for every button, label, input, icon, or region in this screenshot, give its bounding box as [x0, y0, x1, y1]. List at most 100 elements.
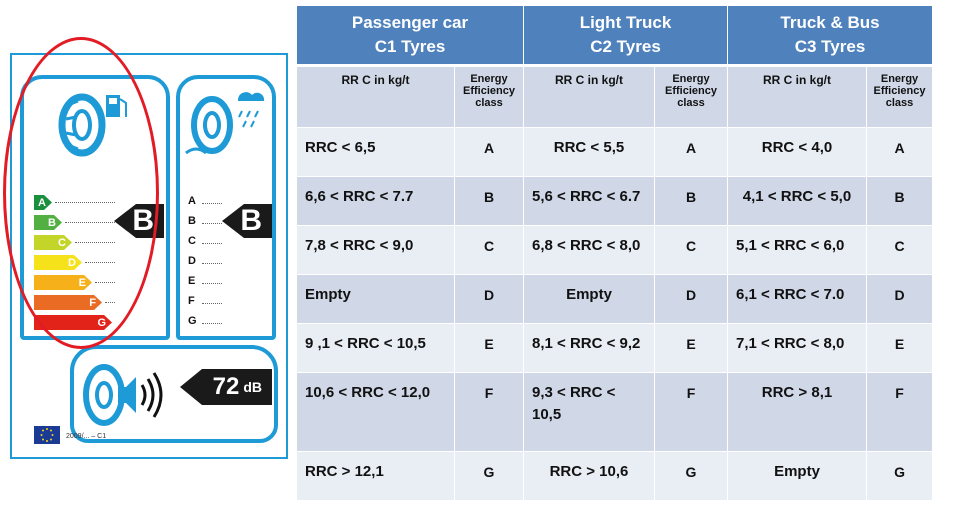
c1-class: F [454, 372, 524, 452]
table-row: 7,8 < RRC < 9,0 C 6,8 < RRC < 8,0 C 5,1 … [296, 225, 934, 275]
dotted-leader [202, 243, 222, 244]
c3-class: E [865, 323, 934, 373]
wet-grade-letter: D [188, 255, 196, 267]
dotted-leader [55, 202, 115, 203]
dotted-leader [202, 283, 222, 284]
subheader-energy-class: Energy Efficiency class [865, 65, 934, 128]
dotted-leader [65, 222, 115, 223]
c2-class: G [654, 450, 728, 502]
subheader-energy-l2: Efficiency [873, 85, 926, 97]
tyre-sound-icon [83, 364, 163, 426]
fuel-grade-row: G [34, 314, 115, 331]
subheader-energy-l1: Energy [672, 73, 710, 85]
fuel-grade-row: A [34, 194, 115, 211]
c2-rrc-range: 8,1 < RRC < 9,2 [523, 323, 655, 373]
header-c3-line2: C3 Tyres [794, 37, 866, 56]
c3-rrc-range: 6,1 < RRC < 7.0 [727, 274, 867, 324]
noise-level-arrow: 72 dB [180, 369, 272, 405]
c1-rrc-range: 10,6 < RRC < 12,0 [296, 372, 455, 452]
table-row: 9 ,1 < RRC < 10,5 E 8,1 < RRC < 9,2 E 7,… [296, 323, 934, 373]
regulation-code: 2009/... – C1 [66, 433, 107, 440]
c1-rrc-range: Empty [296, 274, 455, 324]
fuel-grade-bar: B [34, 215, 62, 230]
header-c2-tyres: Light Truck C2 Tyres [523, 5, 728, 67]
c1-rrc-range: 9 ,1 < RRC < 10,5 [296, 323, 455, 373]
header-c1-tyres: Passenger car C1 Tyres [296, 5, 524, 67]
header-c2-line2: C2 Tyres [590, 37, 661, 56]
noise-card: 72 dB [70, 345, 278, 443]
tyre-fuel-icon [58, 93, 127, 157]
wet-grade-letter: E [188, 275, 196, 287]
fuel-grade-bar: F [34, 295, 102, 310]
c2-class: C [654, 225, 728, 275]
c1-class: A [454, 127, 524, 177]
c2-rrc-range: RRC < 5,5 [523, 127, 655, 177]
wet-rating-letter: B [240, 204, 262, 237]
subheader-energy-l3: class [885, 97, 914, 109]
rolling-resistance-table: Passenger car C1 Tyres Light Truck C2 Ty… [296, 5, 934, 502]
c1-class: D [454, 274, 524, 324]
dotted-leader [202, 223, 222, 224]
c1-class: B [454, 176, 524, 226]
wet-grade-letter: C [188, 235, 196, 247]
header-c2-line1: Light Truck [579, 13, 672, 32]
dotted-leader [85, 262, 115, 263]
c2-class: E [654, 323, 728, 373]
header-c3-tyres: Truck & Bus C3 Tyres [726, 5, 934, 67]
wet-rating-arrow: B [222, 204, 272, 238]
c1-rrc-range: 6,6 < RRC < 7.7 [296, 176, 455, 226]
wet-grade-letter: A [188, 195, 196, 207]
c2-rrc-range: Empty [523, 274, 655, 324]
subheader-energy-class: Energy Efficiency class [454, 65, 524, 128]
subheader-rrc: RR C in kg/t [523, 65, 655, 128]
c3-rrc-range: 5,1 < RRC < 6,0 [727, 225, 867, 275]
fuel-grade-row: B [34, 214, 115, 231]
eu-flag-icon [34, 426, 60, 444]
header-c1-line1: Passenger car [351, 13, 469, 32]
wet-grade-letter: B [188, 215, 196, 227]
fuel-grade-row: F [34, 294, 115, 311]
subheader-energy-l3: class [677, 97, 705, 109]
subheader-energy-l2: Efficiency [463, 85, 515, 97]
subheader-energy-class: Energy Efficiency class [654, 65, 728, 128]
fuel-grade-bar: C [34, 235, 72, 250]
fuel-grade-row: C [34, 234, 115, 251]
c1-rrc-range: 7,8 < RRC < 9,0 [296, 225, 455, 275]
noise-value: 72 [212, 373, 240, 400]
c3-rrc-range: 7,1 < RRC < 8,0 [727, 323, 867, 373]
dotted-leader [202, 263, 222, 264]
dotted-leader [95, 282, 115, 283]
c1-class: C [454, 225, 524, 275]
c3-class: B [865, 176, 934, 226]
fuel-grade-bar: G [34, 315, 112, 330]
table-row: RRC < 6,5 A RRC < 5,5 A RRC < 4,0 A [296, 127, 934, 177]
fuel-rating-letter: B [132, 204, 154, 237]
wet-grade-letter: F [188, 295, 195, 307]
dotted-leader [202, 323, 222, 324]
noise-unit: dB [243, 379, 262, 395]
dotted-leader [105, 302, 115, 303]
fuel-grade-bar: E [34, 275, 92, 290]
c2-rrc-range: 9,3 < RRC < 10,5 [523, 372, 655, 452]
c1-class: E [454, 323, 524, 373]
c3-class: A [865, 127, 934, 177]
c2-class: A [654, 127, 728, 177]
fuel-grade-bar: A [34, 195, 52, 210]
fuel-grade-row: D [34, 254, 115, 271]
c1-class: G [454, 450, 524, 502]
fuel-grade-bar: D [34, 255, 82, 270]
subheader-energy-l1: Energy [880, 73, 919, 85]
c2-class: B [654, 176, 728, 226]
c3-rrc-range: RRC > 8,1 [727, 372, 867, 452]
dotted-leader [202, 303, 222, 304]
dotted-leader [75, 242, 115, 243]
c3-class: C [865, 225, 934, 275]
header-c3-line1: Truck & Bus [780, 13, 880, 32]
table-row: 6,6 < RRC < 7.7 B 5,6 < RRC < 6.7 B 4,1 … [296, 176, 934, 226]
c3-class: G [865, 450, 934, 502]
c2-class: F [654, 372, 728, 452]
table-row: 10,6 < RRC < 12,0 F 9,3 < RRC < 10,5 F R… [296, 372, 934, 452]
